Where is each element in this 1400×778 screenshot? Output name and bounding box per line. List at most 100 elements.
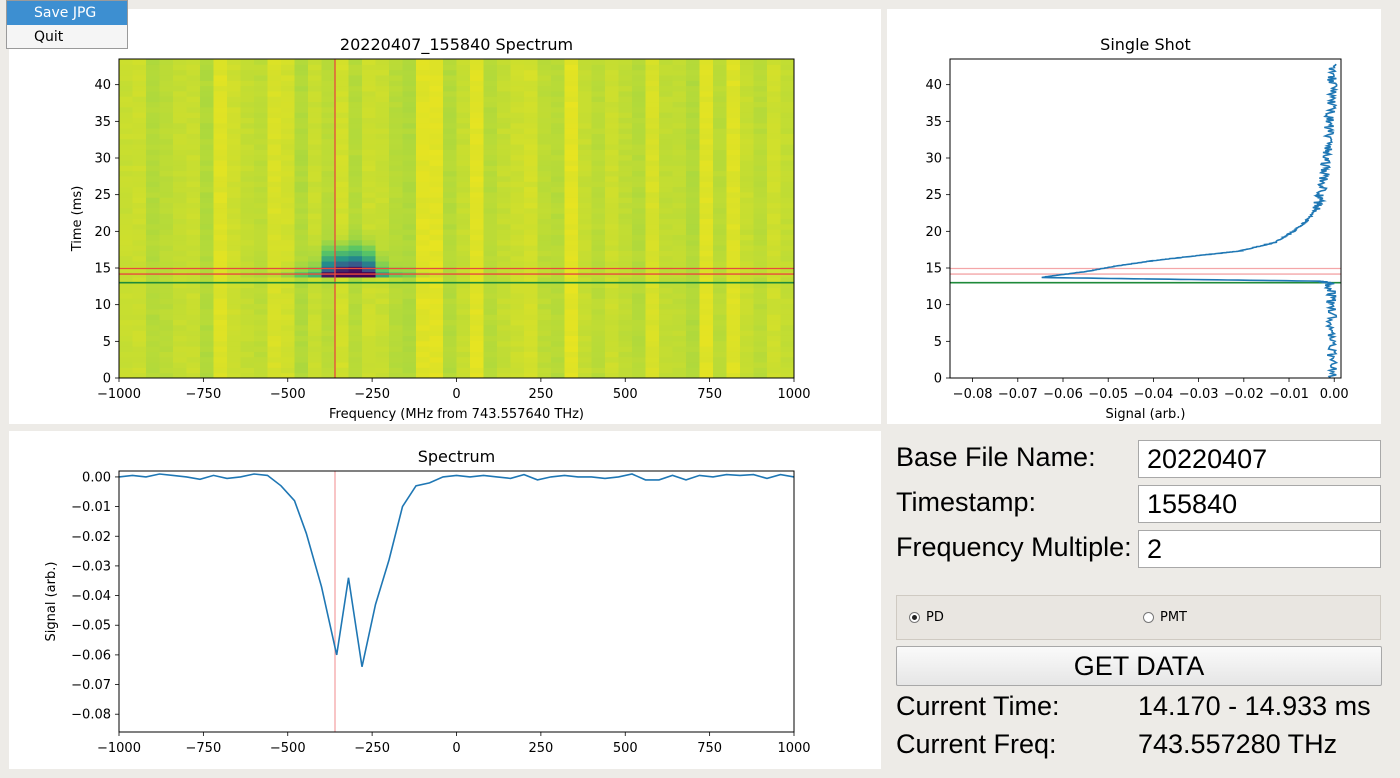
y-tick-label: 35 (925, 115, 942, 130)
heatmap-cell (267, 218, 282, 225)
radio-pd[interactable]: PD (909, 610, 944, 625)
heatmap-cell (132, 160, 147, 166)
heatmap-cell (578, 106, 592, 113)
heatmap-cell (780, 218, 795, 225)
heatmap-cell (227, 308, 241, 315)
radio-pd-indicator[interactable] (909, 612, 920, 623)
heatmap-cell (551, 170, 565, 177)
heatmap-cell (348, 314, 363, 321)
heatmap-cell (510, 165, 525, 172)
heatmap-cell (335, 191, 349, 198)
heatmap-cell (173, 133, 187, 140)
heatmap-cell (321, 64, 336, 71)
heatmap-cell (470, 197, 484, 204)
heatmap-cell (564, 218, 579, 225)
heatmap-cell (780, 122, 795, 129)
heatmap-cell (173, 197, 187, 204)
heatmap-cell (645, 287, 660, 294)
heatmap-cell (753, 90, 768, 97)
radio-pmt-indicator[interactable] (1143, 612, 1154, 623)
heatmap-cell (294, 90, 309, 97)
single-shot-chart[interactable]: −0.08 −0.07 −0.06 −0.05 −0.04 −0.03 −0.02 −0.01… (887, 9, 1381, 424)
heatmap-cell (618, 64, 633, 71)
heatmap-cell (672, 276, 687, 283)
heatmap-cell (524, 133, 538, 140)
spectrum-chart[interactable]: −1000 −750 −500 −250 0 250 500 750 10000.00−0.01… (9, 431, 881, 769)
heatmap-cell (780, 181, 795, 188)
heatmap-cell (767, 133, 781, 140)
heatmap-cell (173, 287, 187, 294)
timestamp-input[interactable] (1138, 485, 1381, 523)
heatmap-cell (740, 122, 754, 129)
heatmap-cell (470, 346, 484, 352)
heatmap-cell (362, 59, 376, 65)
heatmap-cell (537, 69, 552, 76)
heatmap-cell (767, 287, 781, 294)
heatmap-cell (605, 308, 619, 315)
heatmap-cell (645, 351, 660, 358)
heatmap-cell (713, 234, 727, 241)
heatmap-cell (524, 314, 538, 321)
heatmap-cell (470, 314, 484, 321)
frequency-multiple-input[interactable] (1138, 530, 1381, 568)
heatmap-cell (618, 106, 633, 113)
heatmap-cell (699, 160, 714, 166)
heatmap-cell (470, 335, 484, 342)
radio-pmt[interactable]: PMT (1143, 610, 1187, 625)
heatmap-cell (389, 154, 403, 161)
heatmap-chart[interactable]: −1000 −750 −500 −250 0 250 500 750 1000051015202… (9, 9, 881, 424)
menu-item-quit[interactable]: Quit (34, 29, 64, 45)
heatmap-cell (119, 282, 133, 289)
y-tick-label: −0.06 (71, 648, 111, 663)
heatmap-cell (551, 223, 565, 230)
heatmap-cell (726, 340, 741, 347)
heatmap-cell (213, 160, 228, 166)
heatmap-cell (267, 197, 282, 204)
heatmap-cell (254, 106, 268, 113)
heatmap-cell (240, 112, 255, 118)
heatmap-cell (213, 346, 228, 352)
heatmap-cell (470, 351, 484, 358)
heatmap-cell (645, 80, 660, 87)
heatmap-cell (456, 330, 471, 336)
heatmap-cell (713, 186, 727, 193)
menu-item-save-jpg[interactable]: Save JPG (7, 1, 127, 25)
get-data-button[interactable]: GET DATA (896, 646, 1382, 686)
heatmap-cell (659, 207, 673, 214)
heatmap-cell (713, 191, 727, 198)
heatmap-cell (618, 287, 633, 294)
heatmap-cell (564, 372, 579, 379)
heatmap-cell (335, 261, 349, 267)
heatmap-cell (740, 106, 754, 113)
y-tick-label: 0.00 (82, 470, 111, 485)
base-file-name-input[interactable] (1138, 440, 1381, 478)
heatmap-cell (348, 356, 363, 363)
heatmap-cell (686, 266, 700, 273)
frequency-multiple-label: Frequency Multiple: (896, 532, 1132, 562)
heatmap-cell (200, 330, 214, 336)
heatmap-cell (618, 74, 633, 81)
heatmap-cell (267, 170, 282, 177)
heatmap-cell (726, 74, 741, 81)
heatmap-cell (267, 250, 282, 257)
heatmap-cell (564, 223, 579, 230)
y-tick-label: 10 (925, 298, 942, 313)
heatmap-cell (348, 175, 363, 182)
heatmap-cell (659, 351, 673, 358)
heatmap-cell (267, 106, 282, 113)
heatmap-cell (443, 175, 457, 182)
heatmap-cell (240, 362, 255, 368)
file-menu: Save JPG Quit (6, 0, 128, 49)
heatmap-cell (213, 356, 228, 363)
heatmap-cell (578, 229, 592, 235)
heatmap-cell (416, 191, 430, 198)
heatmap-cell (186, 154, 201, 161)
heatmap-cell (348, 112, 363, 118)
heatmap-cell (321, 314, 336, 321)
heatmap-cell (753, 112, 768, 118)
heatmap-cell (281, 74, 295, 81)
heatmap-cell (672, 324, 687, 331)
heatmap-cell (591, 160, 606, 166)
heatmap-cell (537, 138, 552, 145)
heatmap-cell (159, 69, 174, 76)
